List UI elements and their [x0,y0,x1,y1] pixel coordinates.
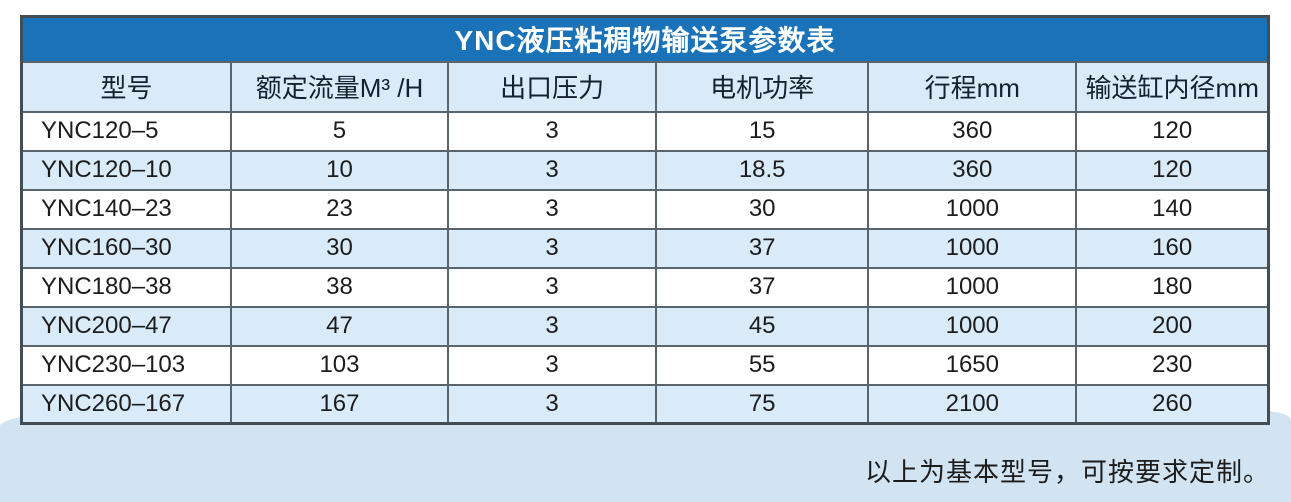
table-row: YNC230–103 103 3 55 1650 230 [20,344,1270,386]
model-cell: YNC200–47 [20,305,232,347]
value-cell: 3 [446,149,658,191]
value-cell: 55 [655,344,870,386]
value-cell: 23 [229,188,449,230]
table-row: YNC120–5 5 3 15 360 120 [20,110,1270,152]
header-row: 型号 额定流量M³ /H 出口压力 电机功率 行程mm 输送缸内径mm [20,60,1270,113]
value-cell: 10 [229,149,449,191]
column-header-motor-power: 电机功率 [655,60,870,113]
model-cell: YNC120–10 [20,149,232,191]
value-cell: 1000 [867,266,1078,308]
value-cell: 15 [655,110,870,152]
value-cell: 180 [1075,266,1270,308]
model-cell: YNC260–167 [20,383,232,425]
value-cell: 167 [229,383,449,425]
value-cell: 1000 [867,227,1078,269]
model-cell: YNC160–30 [20,227,232,269]
value-cell: 47 [229,305,449,347]
value-cell: 30 [655,188,870,230]
value-cell: 360 [867,149,1078,191]
value-cell: 3 [446,110,658,152]
value-cell: 1000 [867,305,1078,347]
model-cell: YNC140–23 [20,188,232,230]
value-cell: 200 [1075,305,1270,347]
column-header-outlet-pressure: 出口压力 [446,60,658,113]
value-cell: 45 [655,305,870,347]
table-row: YNC120–10 10 3 18.5 360 120 [20,149,1270,191]
value-cell: 3 [446,344,658,386]
value-cell: 360 [867,110,1078,152]
value-cell: 37 [655,227,870,269]
value-cell: 3 [446,188,658,230]
table-row: YNC140–23 23 3 30 1000 140 [20,188,1270,230]
value-cell: 120 [1075,110,1270,152]
value-cell: 3 [446,305,658,347]
table-row: YNC260–167 167 3 75 2100 260 [20,383,1270,425]
value-cell: 103 [229,344,449,386]
value-cell: 120 [1075,149,1270,191]
column-header-rated-flow: 额定流量M³ /H [229,60,449,113]
footer-note: 以上为基本型号，可按要求定制。 [864,457,1270,487]
table-row: YNC180–38 38 3 37 1000 180 [20,266,1270,308]
table-title: YNC液压粘稠物输送泵参数表 [20,15,1270,63]
value-cell: 30 [229,227,449,269]
table-body: YNC120–5 5 3 15 360 120 YNC120–10 10 3 18.5 360 120… [20,110,1270,425]
value-cell: 1000 [867,188,1078,230]
value-cell: 260 [1075,383,1270,425]
value-cell: 230 [1075,344,1270,386]
value-cell: 5 [229,110,449,152]
table-row: YNC200–47 47 3 45 1000 200 [20,305,1270,347]
value-cell: 3 [446,266,658,308]
pump-parameters-table: YNC液压粘稠物输送泵参数表 型号 额定流量M³ /H 出口压力 电机功率 行程… [20,15,1270,425]
value-cell: 160 [1075,227,1270,269]
model-cell: YNC230–103 [20,344,232,386]
value-cell: 75 [655,383,870,425]
column-header-model: 型号 [20,60,232,113]
value-cell: 1650 [867,344,1078,386]
model-cell: YNC180–38 [20,266,232,308]
value-cell: 37 [655,266,870,308]
value-cell: 3 [446,227,658,269]
column-header-stroke: 行程mm [867,60,1078,113]
value-cell: 18.5 [655,149,870,191]
value-cell: 38 [229,266,449,308]
table-row: YNC160–30 30 3 37 1000 160 [20,227,1270,269]
value-cell: 140 [1075,188,1270,230]
title-row: YNC液压粘稠物输送泵参数表 [20,15,1270,63]
model-cell: YNC120–5 [20,110,232,152]
bottom-background-band [0,410,1291,502]
column-header-cylinder-bore: 输送缸内径mm [1075,60,1270,113]
value-cell: 2100 [867,383,1078,425]
value-cell: 3 [446,383,658,425]
